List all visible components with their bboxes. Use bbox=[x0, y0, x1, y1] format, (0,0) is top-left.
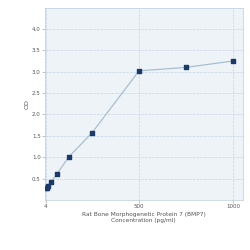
Point bbox=[231, 59, 235, 63]
Point bbox=[184, 66, 188, 70]
Point bbox=[137, 69, 141, 73]
Point bbox=[44, 186, 48, 190]
Point bbox=[90, 131, 94, 135]
Point bbox=[49, 180, 53, 184]
X-axis label: Rat Bone Morphogenetic Protein 7 (BMP7)
Concentration (pg/ml): Rat Bone Morphogenetic Protein 7 (BMP7) … bbox=[82, 212, 206, 223]
Point bbox=[66, 155, 70, 159]
Point bbox=[44, 186, 48, 190]
Point bbox=[46, 184, 50, 188]
Y-axis label: OD: OD bbox=[24, 99, 29, 109]
Point bbox=[55, 172, 59, 176]
